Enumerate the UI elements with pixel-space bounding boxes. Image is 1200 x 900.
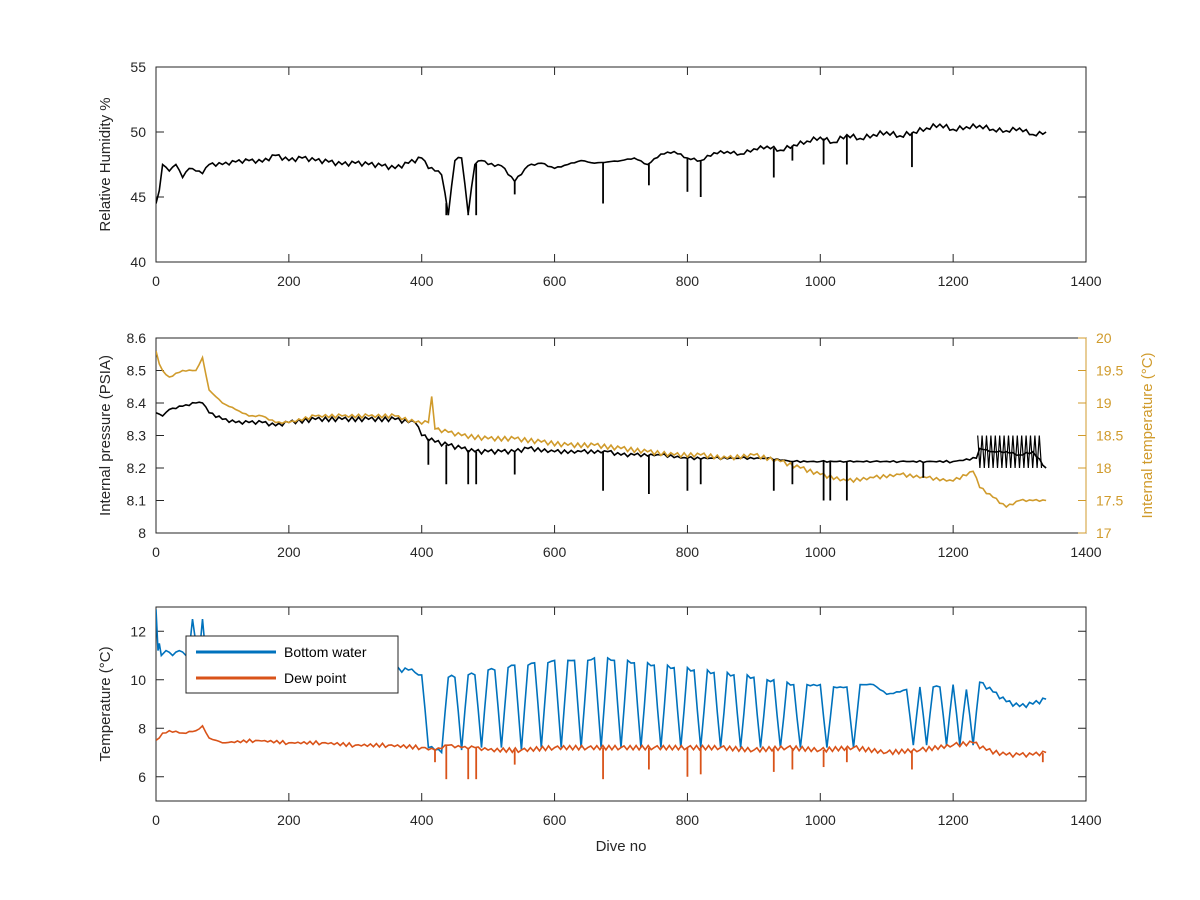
panel-2-y-right-tick-label: 19 [1096,395,1112,411]
panel-2-x-tick-label: 200 [277,544,301,560]
panel-2-y-tick-label: 8.6 [127,330,147,346]
panel-3-x-tick-label: 1400 [1070,812,1101,828]
panel-3-x-tick-label: 1200 [938,812,969,828]
panel-2-x-tick-label: 600 [543,544,567,560]
panel-3-x-axis-label: Dive no [596,838,647,855]
panel-2-x-tick-label: 1000 [805,544,836,560]
panel-2-pressure-oscillation [977,435,1043,469]
panel-3-y-tick-label: 6 [138,769,146,785]
panel-3-legend-box [185,635,399,694]
panel-2-x-tick-label: 0 [152,544,160,560]
panel-2-x-tick-label: 1400 [1070,544,1101,560]
panel-2-y-tick-label: 8.1 [127,493,147,509]
panel-2-y-tick-label: 8 [138,525,146,541]
panel-1-y-axis-label: Relative Humidity % [97,97,114,231]
panel-2-axes-box [155,337,1087,534]
panel-1-x-tick-label: 0 [152,273,160,289]
panel-3-legend-label-bottom-water: Bottom water [284,644,367,660]
panel-1-x-tick-label: 400 [410,273,434,289]
panel-2-series-line-left [156,401,1047,469]
panel-3-y-tick-label: 10 [130,672,146,688]
panel-2-y-tick-label: 8.5 [127,363,147,379]
panel-1-y-tick-label: 50 [130,124,146,140]
panel-2-series-line-right [156,350,1047,509]
panel-3-series-line-dew-point [156,724,1047,759]
panel-2-x-tick-label: 400 [410,544,434,560]
panel-1-y-tick-label: 45 [130,189,146,205]
panel-1-x-tick-label: 800 [676,273,700,289]
panel-3-x-tick-label: 400 [410,812,434,828]
panel-3-x-tick-label: 600 [543,812,567,828]
panel-1-x-tick-label: 1200 [938,273,969,289]
panel-2-y-right-axis-label: Internal temperature (°C) [1139,352,1156,518]
panel-1-x-tick-label: 600 [543,273,567,289]
panel-2-y-axis-label: Internal pressure (PSIA) [97,355,114,516]
panel-2-y-right-tick-label: 17.5 [1096,493,1123,509]
panel-3-x-tick-label: 200 [277,812,301,828]
panel-3-legend-label-dew-point: Dew point [284,670,346,686]
panel-3-y-axis-label: Temperature (°C) [97,646,114,761]
panel-2-x-tick-label: 1200 [938,544,969,560]
panel-2-y-right-tick-label: 20 [1096,330,1112,346]
panel-2-y-right-tick-label: 19.5 [1096,363,1123,379]
panel-1-x-tick-label: 1000 [805,273,836,289]
panel-2-x-tick-label: 800 [676,544,700,560]
panel-1-x-tick-label: 200 [277,273,301,289]
panel-3-x-tick-label: 0 [152,812,160,828]
panel-3-x-tick-label: 1000 [805,812,836,828]
panel-2-y-tick-label: 8.3 [127,428,147,444]
panel-2-y-tick-label: 8.2 [127,460,147,476]
panel-1-x-tick-label: 1400 [1070,273,1101,289]
panel-3-x-tick-label: 800 [676,812,700,828]
panel-2-y-tick-label: 8.4 [127,395,147,411]
panel-3-y-tick-label: 8 [138,720,146,736]
panel-1-axes-box [155,66,1087,263]
panel-1-y-tick-label: 40 [130,254,146,270]
panel-1-series-line-main [156,122,1047,216]
panel-2-y-right-tick-label: 18.5 [1096,428,1123,444]
panel-2-y-right-tick-label: 17 [1096,525,1112,541]
panel-1-y-tick-label: 55 [130,59,146,75]
panel-2-y-right-tick-label: 18 [1096,460,1112,476]
panel-3-y-tick-label: 12 [130,623,146,639]
